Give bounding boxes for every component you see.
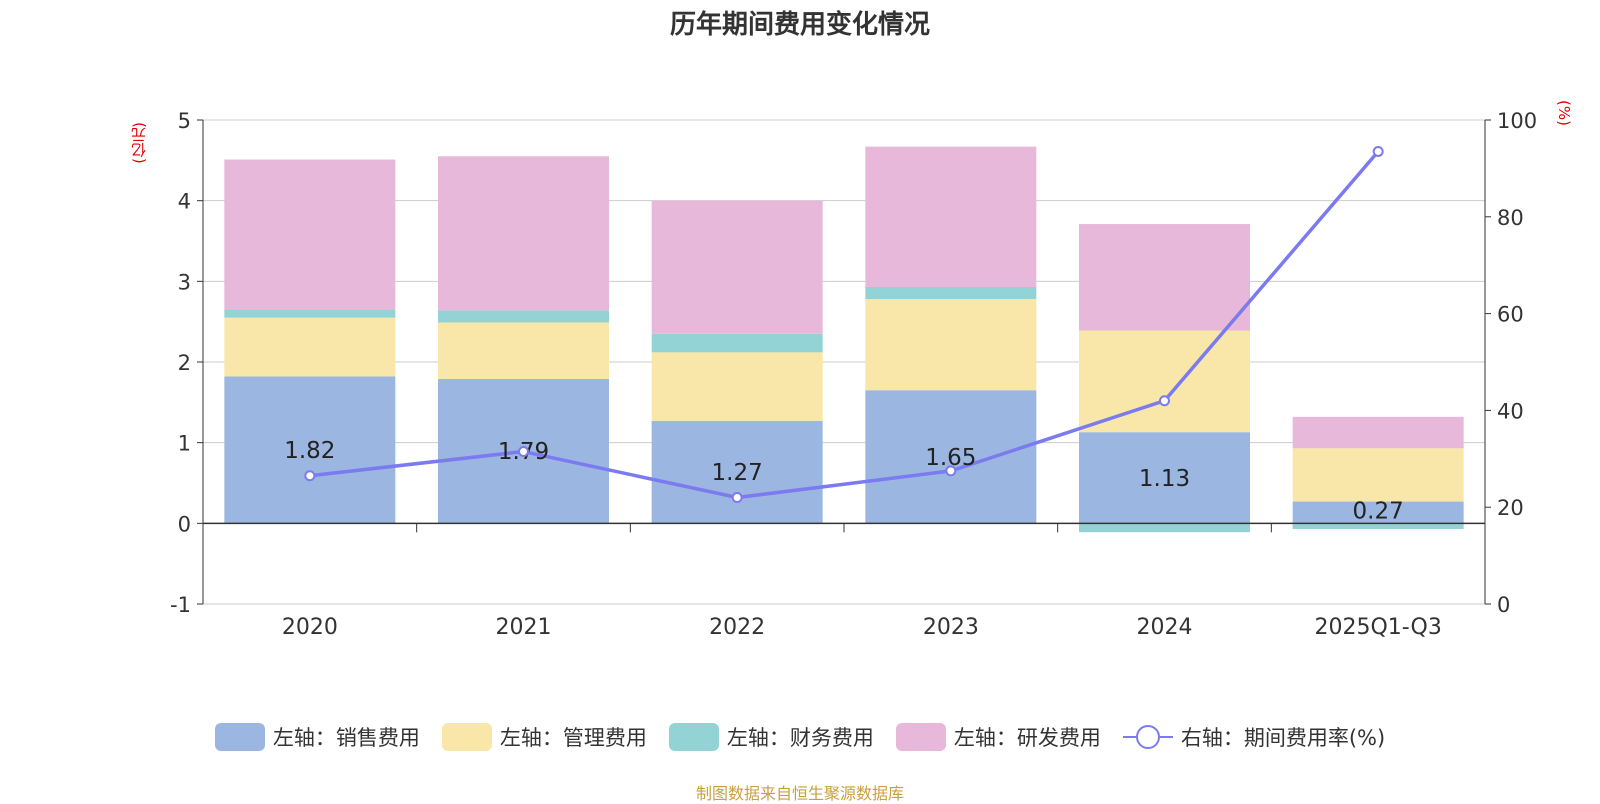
bar-sales-2023 [865,390,1037,524]
rate-point-2023 [945,465,957,477]
legend-label-sales: 左轴：销售费用 [272,726,420,750]
legend-label-rate: 右轴：期间费用率(%) [1180,726,1386,750]
bar-rd-2025Q1-Q3 [1292,416,1464,449]
bar-admin-2023 [865,299,1037,391]
rate-point-2024 [1159,395,1170,407]
y-right-tick-label: 40 [1497,399,1524,423]
y-left-tick-label: -1 [170,593,191,617]
bar-finance-2023 [865,286,1037,300]
bar-rd-2024 [1079,224,1250,331]
x-tick-label: 2023 [923,615,979,640]
bar-sales-2024 [1079,432,1250,524]
legend-item-sales[interactable]: 左轴：销售费用 [214,722,420,752]
bar-finance-2025Q1-Q3 [1292,523,1464,529]
rate-line [309,150,1380,500]
bar-finance-2021 [438,310,609,323]
legend-label-rd: 左轴：研发费用 [953,726,1101,750]
rate-point-2022 [731,492,743,504]
legend-label-admin: 左轴：管理费用 [499,726,647,750]
y-right-tick-label: 80 [1497,206,1524,230]
rate-point-2025Q1-Q3 [1372,145,1384,157]
right-axis-unit: (%) [1555,100,1573,126]
bar-rd-2020 [224,159,396,310]
bar-finance-2024 [1079,523,1250,533]
data-source-note: 制图数据来自恒生聚源数据库 [695,784,904,803]
x-tick-label: 2022 [709,615,765,640]
legend-item-rate[interactable]: 右轴：期间费用率(%) [1122,722,1386,752]
bar-rd-2021 [438,156,609,311]
bar-sales-2025Q1-Q3 [1292,501,1464,524]
bar-admin-2021 [438,322,609,379]
x-tick-label: 2021 [496,615,552,640]
x-tick-label: 2020 [282,615,338,640]
bar-finance-2022 [651,333,823,353]
bar-admin-2020 [224,317,396,377]
bar-finance-2020 [224,309,396,318]
rate-point-2021 [518,446,529,458]
chart-title: 历年期间费用变化情况 [669,10,930,40]
legend-swatch-finance [668,723,719,751]
bar-admin-2024 [1079,330,1250,433]
bar-rd-2022 [651,200,823,334]
y-right-tick-label: 20 [1497,496,1524,520]
data-label-sales: 0.27 [1353,499,1404,525]
bar-sales-2022 [651,420,823,524]
legend-item-admin[interactable]: 左轴：管理费用 [441,722,647,752]
legend-swatch-rate [1122,723,1173,751]
bar-admin-2022 [651,352,823,421]
bar-admin-2025Q1-Q3 [1292,448,1464,502]
legend-marker-rate [1135,725,1160,749]
legend-swatch-sales [214,723,265,751]
legend-item-rd[interactable]: 左轴：研发费用 [895,722,1101,752]
legend-swatch-rd [895,723,946,751]
data-label-sales: 1.13 [1139,466,1190,492]
y-left-tick-label: 3 [178,270,191,294]
bar-rd-2023 [865,146,1037,287]
y-left-tick-label: 1 [178,432,191,456]
y-left-tick-label: 4 [178,190,191,214]
data-label-sales: 1.27 [712,460,763,486]
y-left-tick-label: 5 [178,109,191,133]
x-tick-label: 2024 [1137,615,1193,640]
bar-sales-2020 [224,376,396,524]
legend-swatch-admin [441,723,492,751]
y-left-tick-label: 0 [178,512,191,536]
rate-point-2020 [304,470,316,482]
x-tick-label: 2025Q1-Q3 [1314,615,1441,640]
legend-label-finance: 左轴：财务费用 [726,726,874,750]
y-right-tick-label: 60 [1497,303,1524,327]
legend-item-finance[interactable]: 左轴：财务费用 [668,722,874,752]
y-left-tick-label: 2 [178,351,191,375]
data-label-sales: 1.82 [284,438,335,464]
y-right-tick-label: 100 [1497,109,1537,133]
legend: 左轴：销售费用 左轴：管理费用 左轴：财务费用 左轴：研发费用 右轴：期间费用率… [0,722,1600,752]
y-right-tick-label: 0 [1497,593,1510,617]
